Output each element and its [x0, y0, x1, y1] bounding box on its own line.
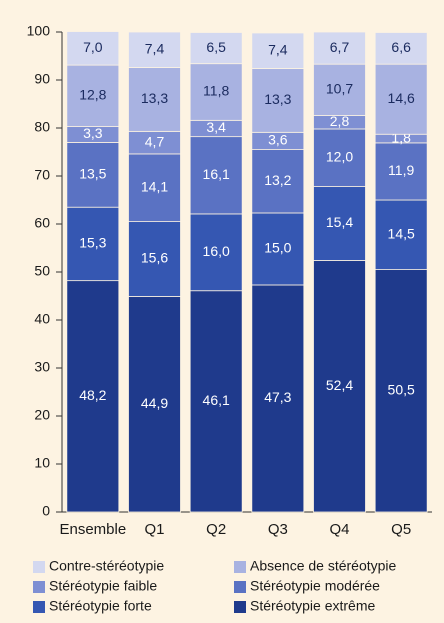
value-label: 11,9	[388, 162, 414, 178]
bar-segment	[66, 31, 120, 66]
value-label: 13,3	[141, 90, 168, 106]
value-label: 4,7	[145, 133, 165, 149]
x-tick-label: Q5	[391, 521, 411, 538]
value-label: 3,6	[268, 132, 288, 148]
bar-segment	[189, 63, 243, 121]
value-label: 7,4	[268, 41, 288, 57]
bar-segment	[313, 31, 366, 65]
bar-segment	[128, 153, 181, 222]
bar-segment	[374, 142, 428, 201]
bar-segment	[66, 206, 120, 282]
x-tick-label: Q1	[144, 521, 164, 538]
x-tick-label: Q4	[329, 521, 349, 538]
value-label: 6,5	[206, 39, 226, 55]
y-tick-label: 50	[34, 263, 50, 279]
legend-swatch	[234, 561, 246, 573]
y-tick-label: 30	[34, 359, 50, 375]
value-label: 7,0	[83, 39, 103, 55]
value-label: 15,6	[141, 250, 168, 266]
legend-swatch	[33, 581, 45, 593]
legend-label: Stéréotypie extrême	[250, 598, 375, 614]
y-tick-label: 70	[34, 167, 50, 183]
legend-swatch	[234, 601, 246, 613]
value-label: 11,8	[203, 83, 229, 99]
y-tick-label: 40	[34, 311, 50, 327]
bar-segment	[374, 269, 428, 513]
value-label: 13,2	[264, 172, 291, 188]
bar-segment	[128, 296, 181, 513]
value-label: 52,4	[326, 377, 353, 393]
y-tick-label: 20	[34, 407, 50, 423]
value-label: 3,4	[206, 119, 226, 135]
bar-segment	[313, 186, 366, 261]
bar-segment	[189, 136, 243, 215]
bar-segment	[313, 260, 366, 513]
value-label: 15,4	[326, 214, 353, 230]
bar-segment	[251, 68, 305, 133]
value-label: 14,6	[388, 90, 415, 106]
bar-segment	[189, 213, 243, 292]
value-label: 50,5	[388, 382, 415, 398]
value-label: 10,7	[326, 81, 353, 97]
bar-segment	[251, 32, 305, 69]
x-tick-label: Q3	[268, 521, 288, 538]
value-label: 14,5	[388, 226, 415, 242]
value-label: 16,0	[203, 243, 230, 259]
legend-swatch	[234, 581, 246, 593]
bar-segment	[313, 63, 366, 116]
value-label: 7,4	[145, 40, 165, 56]
x-tick-label: Q2	[206, 521, 226, 538]
value-label: 46,1	[203, 392, 230, 408]
value-label: 14,1	[141, 178, 168, 194]
bar-segment	[189, 32, 243, 65]
bar-segment	[128, 67, 181, 132]
bar-segment	[66, 64, 120, 127]
value-label: 47,3	[264, 389, 291, 405]
legend-label: Stéréotypie faible	[49, 578, 157, 594]
value-label: 16,1	[203, 166, 230, 182]
value-label: 15,3	[79, 235, 106, 251]
bar-segment	[189, 290, 243, 513]
bar-segment	[251, 212, 305, 286]
value-label: 48,2	[79, 387, 106, 403]
y-tick-label: 100	[27, 23, 51, 39]
legend-swatch	[33, 601, 45, 613]
value-label: 15,0	[264, 240, 291, 256]
y-tick-label: 60	[34, 215, 50, 231]
value-label: 2,8	[330, 113, 350, 129]
y-tick-label: 0	[42, 503, 50, 519]
value-label: 44,9	[141, 395, 168, 411]
bar-segment	[251, 284, 305, 513]
legend-label: Absence de stéréotypie	[250, 558, 397, 574]
y-tick-label: 80	[34, 119, 50, 135]
value-label: 3,3	[83, 125, 103, 141]
bar-segment	[251, 149, 305, 214]
bar-segment	[66, 280, 120, 513]
x-tick-label: Ensemble	[59, 521, 126, 538]
value-label: 6,7	[330, 39, 350, 55]
legend-label: Contre-stéréotypie	[49, 558, 164, 574]
value-label: 13,3	[264, 91, 291, 107]
value-label: 12,0	[326, 148, 353, 164]
value-label: 13,5	[79, 166, 106, 182]
bar-segment	[374, 63, 428, 135]
y-tick-label: 10	[34, 455, 50, 471]
bar-segment	[66, 141, 120, 208]
y-tick-label: 90	[34, 71, 50, 87]
legend-label: Stéréotypie modérée	[250, 578, 380, 594]
bar-segment	[374, 32, 428, 65]
value-label: 12,8	[79, 87, 106, 103]
legend-label: Stéréotypie forte	[49, 598, 152, 614]
bar-segment	[313, 128, 366, 187]
value-label: 6,6	[391, 39, 411, 55]
bar-segment	[128, 31, 181, 68]
legend-swatch	[33, 561, 45, 573]
